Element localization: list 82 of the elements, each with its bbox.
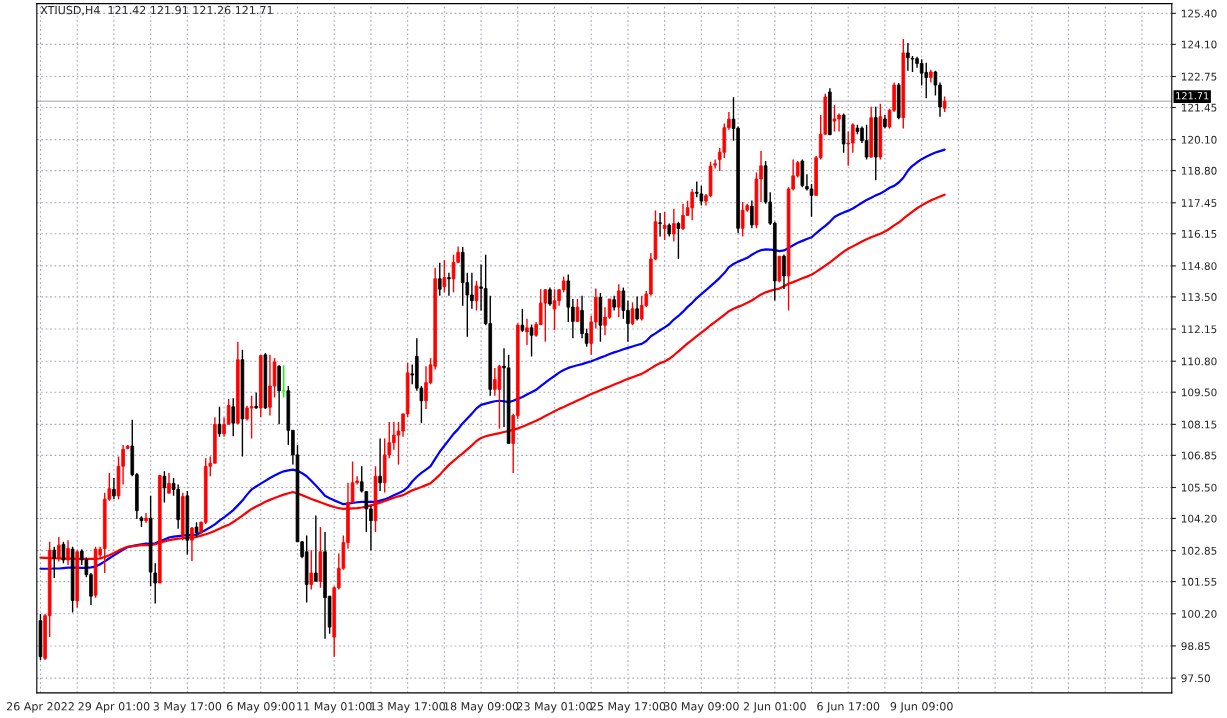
candlestick: [437, 262, 442, 297]
candlestick: [621, 286, 626, 320]
x-tick-label: 26 Apr 2022: [6, 702, 74, 713]
chart-title: XTIUSD,H4 121.42 121.91 121.26 121.71: [40, 5, 273, 16]
candlestick: [699, 185, 704, 207]
y-tick-label: 120.10: [1181, 135, 1217, 144]
x-tick-label: 3 May 17:00: [153, 702, 222, 713]
y-tick-label: 118.80: [1181, 166, 1217, 175]
candlestick: [676, 221, 681, 260]
candlestick: [493, 367, 497, 397]
y-tick-label: 117.45: [1181, 199, 1217, 207]
y-tick-label: 102.85: [1181, 546, 1217, 555]
x-tick-label: 6 May 09:00: [226, 702, 295, 713]
candlestick: [662, 211, 667, 241]
y-tick-label: 97.50: [1181, 674, 1210, 683]
candlestick: [864, 124, 869, 161]
x-tick-label: 13 May 17:00: [370, 702, 445, 713]
candlestick: [217, 406, 222, 438]
x-tick-label: 29 Apr 01:00: [78, 702, 150, 713]
candlestick: [552, 288, 557, 331]
y-tick-label: 100.20: [1181, 609, 1217, 618]
candlestick: [167, 472, 171, 494]
x-tick-label: 30 May 09:00: [664, 702, 739, 713]
candlestick: [144, 512, 148, 524]
y-tick-label: 113.50: [1181, 293, 1217, 301]
candlestick: [112, 477, 116, 500]
candlestick: [52, 546, 57, 579]
candlestick: [658, 212, 662, 238]
x-tick-label: 6 Jun 17:00: [817, 702, 880, 713]
candlestick: [672, 208, 676, 243]
x-tick-label: 18 May 09:00: [444, 702, 519, 713]
candlestick: [447, 272, 451, 297]
candlestick: [635, 295, 639, 322]
candlestick: [690, 188, 694, 221]
candlestick: [575, 298, 580, 323]
candlestick: [543, 288, 548, 343]
candlestick: [740, 201, 745, 238]
candlestick: [548, 286, 552, 307]
candlestick: [616, 283, 621, 318]
candlestick: [314, 514, 318, 583]
candlestick: [832, 104, 837, 133]
y-tick-label: 112.15: [1181, 325, 1217, 334]
y-tick-label: 108.15: [1181, 420, 1217, 429]
x-tick-label: 25 May 17:00: [590, 702, 666, 713]
candlestick: [378, 437, 382, 492]
y-tick-label: 101.55: [1181, 577, 1217, 586]
candlestick: [442, 259, 447, 294]
x-tick-label: 11 May 01:00: [297, 702, 372, 713]
candlestick: [474, 280, 479, 312]
y-tick-label: 109.50: [1181, 388, 1217, 397]
candlestick: [639, 294, 644, 322]
candlestick: [249, 395, 254, 440]
candlestick: [497, 364, 502, 430]
ref-line-label: 121.71: [1176, 92, 1209, 100]
y-tick-label: 122.75: [1181, 72, 1217, 81]
candlestick: [782, 253, 786, 290]
candlestick: [254, 391, 258, 410]
candlestick: [231, 397, 236, 437]
y-tick-label: 116.15: [1181, 229, 1217, 238]
y-tick-label: 125.40: [1181, 9, 1217, 18]
candlestick: [919, 58, 924, 87]
y-tick-label: 121.45: [1181, 103, 1217, 112]
candlestick: [451, 254, 456, 294]
y-tick-label: 106.85: [1181, 451, 1217, 460]
candlestick: [309, 549, 314, 591]
candlestick: [162, 470, 167, 504]
y-tick-label: 104.20: [1181, 514, 1217, 523]
candlestick: [61, 541, 66, 564]
y-tick-label: 105.50: [1181, 483, 1217, 492]
x-tick-label: 2 Jun 01:00: [743, 702, 806, 713]
candlestick: [520, 308, 525, 333]
y-tick-label: 114.80: [1181, 262, 1217, 271]
y-tick-label: 98.85: [1181, 642, 1210, 651]
candlestick: [630, 301, 635, 326]
y-tick-label: 124.10: [1181, 40, 1217, 49]
candlestick: [529, 323, 534, 358]
candlestick: [525, 318, 529, 346]
candlestick: [750, 199, 754, 229]
x-tick-label: 23 May 01:00: [517, 702, 592, 713]
y-tick-label: 110.80: [1181, 357, 1217, 366]
x-tick-label: 9 Jun 09:00: [890, 702, 953, 713]
candlestick: [924, 61, 929, 99]
